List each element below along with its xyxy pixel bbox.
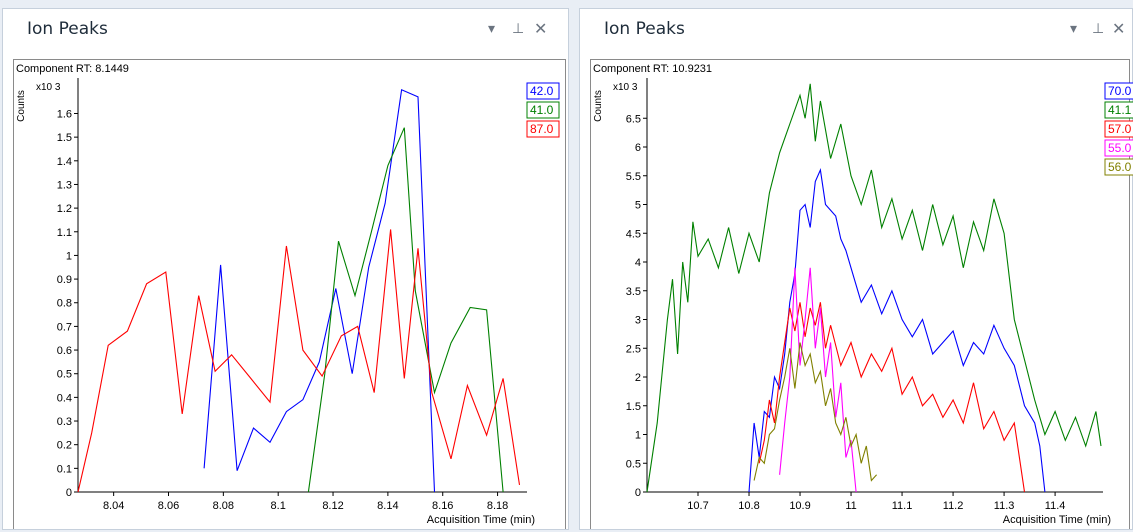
chart0-xtick-label: 8.06 (158, 500, 179, 512)
chart0-ytick-label: 0.9 (57, 274, 72, 286)
chart1-legend-label-70.0[interactable]: 70.0 (1108, 84, 1132, 98)
chart0-ytick-label: 0 (66, 487, 72, 499)
right-panel-titlebar: Ion Peaks ▾ ⊥ ✕ (580, 9, 1132, 59)
chart0-ytick-label: 0.6 (57, 345, 72, 357)
chart1-xtick-label: 11 (845, 500, 856, 512)
chart1-legend-label-56.0[interactable]: 56.0 (1108, 160, 1132, 174)
chart1-series-line-55.0[interactable] (779, 267, 857, 493)
chart0-xtick-label: 8.1 (271, 500, 286, 512)
chart0-ytick-label: 1 (66, 250, 72, 262)
chart1-title: Component RT: 10.9231 (593, 63, 712, 75)
chart1-xtick-label: 11.4 (1045, 500, 1066, 512)
chart1-legend-box-56.0[interactable] (1104, 158, 1133, 176)
chart1-xtick-label: 10.8 (738, 500, 759, 512)
right-pin-icon[interactable]: ⊥ (1092, 21, 1105, 37)
chart1-series-line-70.0[interactable] (748, 168, 1046, 493)
chart0-series-line-87.0[interactable] (77, 229, 521, 493)
chart0-ytick-label: 0.2 (57, 440, 72, 452)
chart0-legend-box-41.0[interactable] (526, 101, 560, 119)
right-close-icon[interactable]: ✕ (1112, 19, 1126, 38)
left-pin-icon[interactable]: ⊥ (512, 21, 525, 37)
chart1-xtick-label: 10.9 (789, 500, 810, 512)
chart0-ytick-label: 0.3 (57, 416, 72, 428)
right-chart[interactable]: Component RT: 10.9231 Counts x10 3 Acquisit… (591, 60, 1133, 532)
chart1-ytick-label: 1.5 (626, 401, 641, 413)
chart1-ytick-label: 3.5 (626, 286, 641, 298)
chart0-ytick-label: 1.1 (57, 227, 72, 239)
chart0-ytick-label: 0.8 (57, 298, 72, 310)
chart0-xtick-label: 8.12 (322, 500, 343, 512)
chart1-legend-box-70.0[interactable] (1104, 82, 1133, 100)
chart1-ytick-label: 4 (635, 257, 641, 269)
chart1-ytick-label: 5 (635, 200, 641, 212)
chart0-xtick-label: 8.04 (103, 500, 124, 512)
chart1-xtick-label: 11.1 (892, 500, 913, 512)
chart0-ytick-label: 1.2 (57, 203, 72, 215)
chart0-series-line-41.0[interactable] (307, 127, 504, 493)
chart1-legend-box-57.0[interactable] (1104, 120, 1133, 138)
chart1-ytick-label: 2 (635, 372, 641, 384)
chart1-ytick-label: 1 (635, 430, 641, 442)
right-plot-frame: Component RT: 10.9231 Counts x10 3 Acquisit… (590, 59, 1133, 532)
chart0-title: Component RT: 8.1449 (16, 63, 129, 75)
chart0-ytick-label: 0.1 (57, 463, 72, 475)
chart1-series-line-41.1[interactable] (646, 83, 1102, 493)
chart0-legend-label-87.0[interactable]: 87.0 (530, 122, 554, 136)
chart1-ytick-label: 4.5 (626, 228, 641, 240)
chart0-xtick-label: 8.08 (213, 500, 234, 512)
chart1-ytick-label: 5.5 (626, 171, 641, 183)
chart0-xtick-label: 8.16 (432, 500, 453, 512)
chart1-legend-label-55.0[interactable]: 55.0 (1108, 141, 1132, 155)
chart0-legend-label-41.0[interactable]: 41.0 (530, 103, 554, 117)
chart1-legend-box-41.1[interactable] (1104, 101, 1133, 119)
left-chart[interactable]: Component RT: 8.1449 Counts x10 3 Acquisiti… (14, 60, 569, 532)
chart0-ytick-label: 1.3 (57, 179, 72, 191)
chart0-ylabel: Counts (16, 90, 27, 122)
chart1-ytick-label: 6.5 (626, 113, 641, 125)
chart0-legend-box-87.0[interactable] (526, 120, 560, 138)
chart0-ytick-label: 1.6 (57, 108, 72, 120)
chart0-xtick-label: 8.14 (377, 500, 398, 512)
chart0-ytick-label: 1.4 (57, 156, 72, 168)
chart0-yscale-label: x10 3 (36, 82, 61, 93)
left-panel-title: Ion Peaks (27, 19, 108, 39)
chart0-ytick-label: 0.7 (57, 321, 72, 333)
chart1-xtick-label: 11.3 (994, 500, 1015, 512)
chart0-ytick-label: 0.5 (57, 369, 72, 381)
chart1-ytick-label: 2.5 (626, 343, 641, 355)
chart0-xtick-label: 8.18 (487, 500, 508, 512)
left-panel-titlebar: Ion Peaks ▾ ⊥ ✕ (3, 9, 568, 59)
chart0-legend-box-42.0[interactable] (526, 82, 560, 100)
left-close-icon[interactable]: ✕ (534, 19, 548, 38)
right-dropdown-icon[interactable]: ▾ (1070, 21, 1078, 37)
left-plot-frame: Component RT: 8.1449 Counts x10 3 Acquisiti… (13, 59, 566, 529)
chart1-ytick-label: 6 (635, 142, 641, 154)
chart1-legend-box-55.0[interactable] (1104, 139, 1133, 157)
chart1-ytick-label: 3 (635, 315, 641, 327)
left-dropdown-icon[interactable]: ▾ (488, 21, 496, 37)
chart0-legend-label-42.0[interactable]: 42.0 (530, 84, 554, 98)
chart0-ytick-label: 0.4 (57, 392, 72, 404)
chart0-ytick-label: 1.5 (57, 132, 72, 144)
chart1-ylabel: Counts (593, 90, 604, 122)
right-panel-title: Ion Peaks (604, 19, 685, 39)
chart1-series-line-56.0[interactable] (753, 342, 878, 482)
chart1-xlabel: Acquisition Time (min) (1003, 514, 1111, 526)
chart1-ytick-label: 0 (635, 487, 641, 499)
chart1-xtick-label: 11.2 (943, 500, 964, 512)
chart1-series-line-57.0[interactable] (758, 302, 1026, 493)
chart1-ytick-label: 0.5 (626, 458, 641, 470)
left-ion-peaks-panel: Ion Peaks ▾ ⊥ ✕ Component RT: 8.1449 Coun… (2, 8, 569, 530)
chart1-xtick-label: 10.7 (687, 500, 708, 512)
right-ion-peaks-panel: Ion Peaks ▾ ⊥ ✕ Component RT: 10.9231 Cou… (579, 8, 1133, 530)
chart1-legend-label-41.1[interactable]: 41.1 (1108, 103, 1132, 117)
chart1-yscale-label: x10 3 (613, 82, 638, 93)
chart0-series-line-42.0[interactable] (203, 89, 436, 493)
chart1-legend-label-57.0[interactable]: 57.0 (1108, 122, 1132, 136)
chart0-xlabel: Acquisition Time (min) (427, 514, 535, 526)
